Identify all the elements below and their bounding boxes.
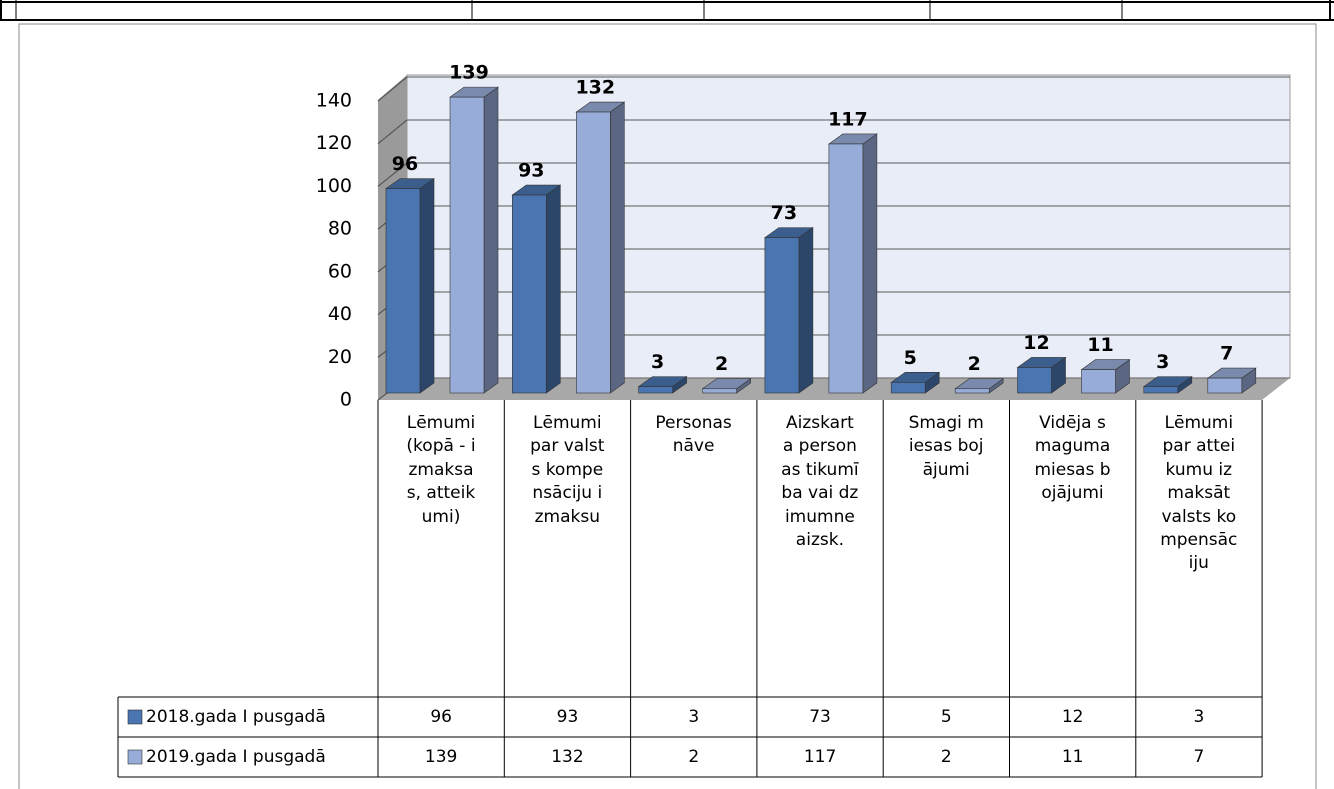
category-label: Lēmumi par atteikumu izmaksāt valsts kom… [1160,413,1238,574]
bar-side [798,227,814,394]
bar [702,388,737,394]
bar [1207,377,1243,394]
bar [638,386,673,394]
bar [1143,386,1179,394]
table-value: 2 [688,747,700,767]
bar-side [419,178,435,394]
table-value: 139 [424,747,458,767]
table-value: 93 [556,707,579,727]
table-value: 132 [551,747,584,767]
table-value: 2 [940,747,952,767]
bar [385,188,421,394]
data-label: 7 [1220,343,1233,365]
data-label: 139 [449,62,489,84]
y-tick-label: 40 [328,303,352,325]
y-tick-label: 20 [328,346,352,368]
table-value: 3 [1193,707,1205,727]
bar-side [862,133,878,394]
data-label: 132 [575,77,615,99]
bar [1017,367,1052,394]
bar [1081,369,1116,394]
bar [890,382,926,394]
legend-swatch [127,709,143,725]
category-label: Lēmumi par valsts kompensāciju izmaksu [530,413,605,527]
category-label: Aizskarta personas tikumība vai dzimumne… [781,413,859,551]
data-label: 12 [1023,332,1049,354]
table-value: 96 [430,707,452,727]
category-label: Smagi miesas bojājumi [908,413,984,480]
data-label: 5 [904,347,917,369]
table-value: 7 [1193,747,1205,767]
data-label: 3 [651,351,664,373]
bar-side [483,86,499,394]
table-value: 3 [688,707,700,727]
legend-label: 2018.gada I pusgadā [146,707,326,727]
table-value: 11 [1061,747,1084,767]
data-label: 3 [1156,351,1169,373]
data-label: 117 [828,108,868,130]
legend-swatch [127,749,143,765]
bar [954,388,990,394]
y-tick-label: 80 [328,218,352,240]
data-label: 11 [1087,334,1113,356]
y-tick-label: 100 [316,175,352,197]
grid-line [377,162,408,187]
bar-side [609,101,625,394]
legend-label: 2019.gada I pusgadā [146,747,326,767]
bar-side [545,184,561,394]
category-label: Lēmumi (kopā - izmaksas, atteikumi) [406,413,476,527]
y-tick-label: 120 [316,132,352,154]
category-label: Vidēja smaguma miesas bojājumi [1034,413,1111,504]
table-value: 5 [940,707,952,727]
table-value: 117 [803,747,837,767]
bar [764,237,800,394]
bar [449,96,485,394]
table-value: 12 [1061,707,1084,727]
data-label: 73 [771,202,797,224]
table-value: 73 [809,707,831,727]
y-tick-label: 140 [316,90,352,112]
data-label: 96 [392,153,418,175]
bar [828,143,864,394]
bar [575,111,611,394]
grid-line [377,119,408,145]
grid-line [377,76,408,102]
data-label: 2 [968,353,981,375]
data-label: 2 [715,353,728,375]
y-tick-label: 0 [340,389,352,411]
y-tick-label: 60 [328,260,352,282]
bar [511,194,547,394]
category-label: Personas nāve [655,413,732,457]
data-label: 93 [518,160,544,182]
chart-frame [18,23,1317,789]
